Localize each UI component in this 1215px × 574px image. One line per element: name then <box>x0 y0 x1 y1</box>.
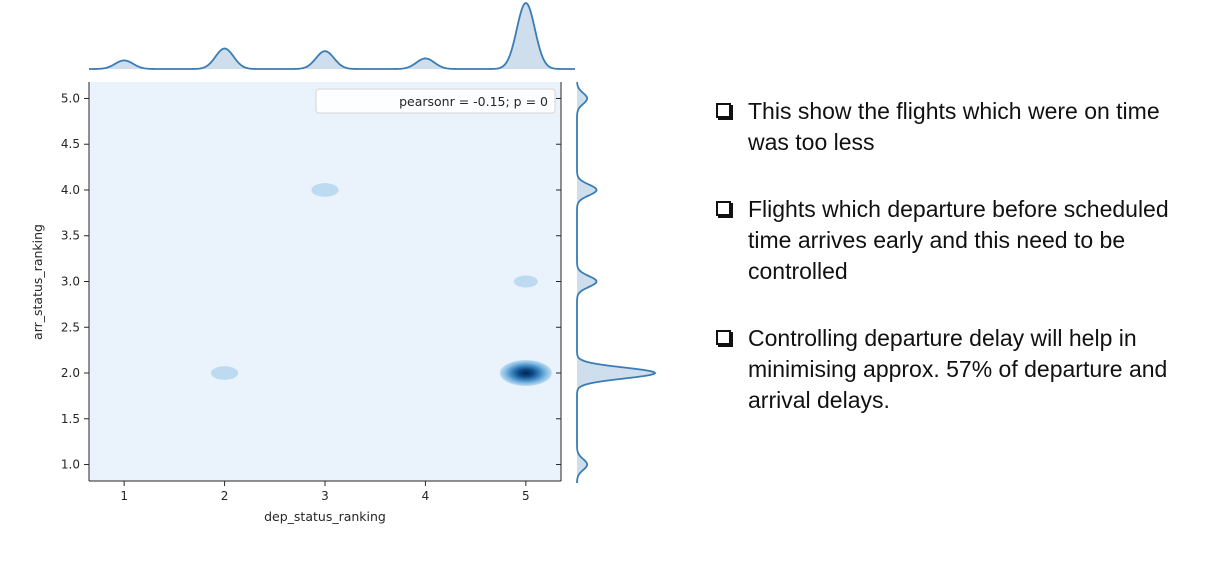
density-cluster <box>499 360 552 387</box>
marginal-x-fill <box>89 3 575 69</box>
x-tick-label: 1 <box>120 489 128 503</box>
y-tick-label: 4.5 <box>61 137 80 151</box>
x-axis-label: dep_status_ranking <box>264 509 386 524</box>
y-tick-label: 3.0 <box>61 275 80 289</box>
y-axis-ticks: 1.0 1.5 2.0 2.5 3.0 3.5 4.0 4.5 5.0 <box>61 91 561 472</box>
note-text: Controlling departure delay will help in… <box>748 325 1168 413</box>
note-item: Controlling departure delay will help in… <box>716 323 1206 416</box>
marginal-y-fill <box>577 82 655 483</box>
density-cluster <box>513 275 538 288</box>
checkbox-bullet-icon <box>716 103 731 118</box>
y-tick-label: 2.0 <box>61 366 80 380</box>
note-item: This show the flights which were on time… <box>716 96 1206 158</box>
y-axis-label: arr_status_ranking <box>30 224 45 340</box>
marginal-y-line <box>576 81 657 484</box>
legend: pearsonr = -0.15; p = 0 <box>315 88 556 114</box>
density-clusters <box>210 183 552 387</box>
legend-annotation: pearsonr = -0.15; p = 0 <box>399 94 548 109</box>
jointplot-chart: 1 2 3 4 5 1.0 1.5 2.0 2.5 3.0 3.5 4.0 4.5 5.0 pearso… <box>30 2 657 524</box>
legend-box <box>315 88 556 114</box>
checkbox-bullet-icon <box>716 330 731 345</box>
marginal-x-line <box>88 2 575 70</box>
checkbox-bullet-icon <box>716 201 731 216</box>
y-tick-label: 5.0 <box>61 91 80 105</box>
x-tick-label: 4 <box>422 489 430 503</box>
notes-list: This show the flights which were on time… <box>716 96 1206 452</box>
y-tick-label: 1.0 <box>61 458 80 472</box>
x-tick-label: 3 <box>321 489 329 503</box>
density-cluster <box>210 366 239 380</box>
plot-area <box>89 82 561 481</box>
x-tick-label: 2 <box>221 489 229 503</box>
x-tick-label: 5 <box>522 489 530 503</box>
marginal-x-density <box>88 2 575 70</box>
marginal-y-density <box>576 81 657 484</box>
y-tick-label: 4.0 <box>61 183 80 197</box>
y-tick-label: 2.5 <box>61 320 80 334</box>
note-item: Flights which departure before scheduled… <box>716 194 1206 287</box>
y-tick-label: 1.5 <box>61 412 80 426</box>
note-text: This show the flights which were on time… <box>748 98 1160 155</box>
y-tick-label: 3.5 <box>61 229 80 243</box>
density-cluster <box>311 183 339 197</box>
note-text: Flights which departure before scheduled… <box>748 196 1169 284</box>
x-axis-ticks: 1 2 3 4 5 <box>120 481 530 503</box>
